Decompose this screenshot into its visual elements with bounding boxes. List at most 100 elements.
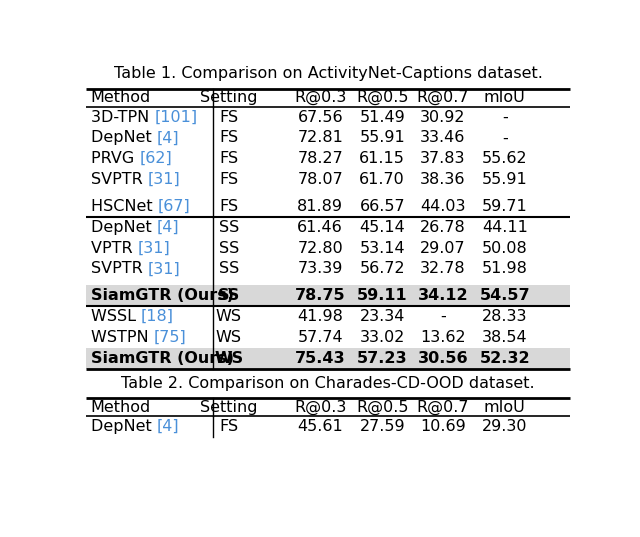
Text: 28.33: 28.33 bbox=[482, 309, 527, 324]
Text: FS: FS bbox=[220, 199, 238, 214]
Text: R@0.7: R@0.7 bbox=[417, 90, 469, 105]
Text: mIoU: mIoU bbox=[484, 400, 525, 415]
Text: 52.32: 52.32 bbox=[479, 351, 530, 366]
Text: 59.11: 59.11 bbox=[357, 288, 408, 303]
Text: 57.74: 57.74 bbox=[298, 330, 343, 345]
Text: 29.07: 29.07 bbox=[420, 241, 465, 256]
Text: 59.71: 59.71 bbox=[482, 199, 527, 214]
Text: 67.56: 67.56 bbox=[298, 110, 343, 125]
Text: 72.80: 72.80 bbox=[298, 241, 343, 256]
Text: [4]: [4] bbox=[157, 130, 179, 146]
Text: 13.62: 13.62 bbox=[420, 330, 465, 345]
Text: Method: Method bbox=[91, 400, 151, 415]
Text: 33.46: 33.46 bbox=[420, 130, 465, 146]
Text: FS: FS bbox=[220, 419, 238, 434]
Text: WS: WS bbox=[216, 330, 242, 345]
Text: 44.03: 44.03 bbox=[420, 199, 465, 214]
Text: WS: WS bbox=[214, 351, 243, 366]
Text: 78.07: 78.07 bbox=[298, 172, 343, 187]
Text: 45.61: 45.61 bbox=[298, 419, 343, 434]
Text: R@0.3: R@0.3 bbox=[294, 90, 346, 105]
Text: 78.27: 78.27 bbox=[298, 151, 343, 166]
Bar bbox=[86, 286, 570, 306]
Text: 57.23: 57.23 bbox=[357, 351, 408, 366]
Text: 44.11: 44.11 bbox=[482, 220, 527, 235]
Text: DepNet: DepNet bbox=[91, 419, 157, 434]
Text: SVPTR: SVPTR bbox=[91, 262, 148, 277]
Text: 3D-TPN: 3D-TPN bbox=[91, 110, 154, 125]
Text: R@0.3: R@0.3 bbox=[294, 400, 346, 415]
Text: R@0.7: R@0.7 bbox=[417, 400, 469, 415]
Text: HSCNet: HSCNet bbox=[91, 199, 157, 214]
Text: 73.39: 73.39 bbox=[298, 262, 343, 277]
Text: FS: FS bbox=[220, 151, 238, 166]
Text: Table 2. Comparison on Charades-CD-OOD dataset.: Table 2. Comparison on Charades-CD-OOD d… bbox=[121, 376, 535, 391]
Text: 61.70: 61.70 bbox=[360, 172, 405, 187]
Text: -: - bbox=[440, 309, 445, 324]
Text: [4]: [4] bbox=[157, 419, 179, 434]
Text: 50.08: 50.08 bbox=[482, 241, 527, 256]
Text: PRVG: PRVG bbox=[91, 151, 140, 166]
Text: 75.43: 75.43 bbox=[295, 351, 346, 366]
Text: WSTPN: WSTPN bbox=[91, 330, 154, 345]
Text: R@0.5: R@0.5 bbox=[356, 400, 408, 415]
Text: WSSL: WSSL bbox=[91, 309, 141, 324]
Text: 30.56: 30.56 bbox=[417, 351, 468, 366]
Text: [31]: [31] bbox=[138, 241, 170, 256]
Text: 37.83: 37.83 bbox=[420, 151, 465, 166]
Text: DepNet: DepNet bbox=[91, 130, 157, 146]
Text: [62]: [62] bbox=[140, 151, 172, 166]
Text: Setting: Setting bbox=[200, 90, 257, 105]
Text: FS: FS bbox=[220, 110, 238, 125]
Text: 51.49: 51.49 bbox=[360, 110, 405, 125]
Text: 27.59: 27.59 bbox=[360, 419, 405, 434]
Text: 29.30: 29.30 bbox=[482, 419, 527, 434]
Text: 78.75: 78.75 bbox=[295, 288, 346, 303]
Text: 38.36: 38.36 bbox=[420, 172, 465, 187]
Text: 53.14: 53.14 bbox=[360, 241, 405, 256]
Text: SS: SS bbox=[219, 220, 239, 235]
Text: [18]: [18] bbox=[141, 309, 174, 324]
Text: 30.92: 30.92 bbox=[420, 110, 465, 125]
Text: 56.72: 56.72 bbox=[360, 262, 405, 277]
Text: 38.54: 38.54 bbox=[482, 330, 527, 345]
Text: [31]: [31] bbox=[148, 262, 180, 277]
Text: 23.34: 23.34 bbox=[360, 309, 405, 324]
Text: 55.62: 55.62 bbox=[482, 151, 527, 166]
Text: [75]: [75] bbox=[154, 330, 186, 345]
Bar bbox=[86, 348, 570, 368]
Text: -: - bbox=[502, 110, 508, 125]
Text: Setting: Setting bbox=[200, 400, 257, 415]
Text: [101]: [101] bbox=[154, 110, 197, 125]
Text: 45.14: 45.14 bbox=[360, 220, 405, 235]
Text: [31]: [31] bbox=[148, 172, 180, 187]
Text: FS: FS bbox=[220, 172, 238, 187]
Text: 32.78: 32.78 bbox=[420, 262, 465, 277]
Text: 61.15: 61.15 bbox=[359, 151, 405, 166]
Text: 81.89: 81.89 bbox=[297, 199, 343, 214]
Text: WS: WS bbox=[216, 309, 242, 324]
Text: mIoU: mIoU bbox=[484, 90, 525, 105]
Text: Table 1. Comparison on ActivityNet-Captions dataset.: Table 1. Comparison on ActivityNet-Capti… bbox=[113, 66, 543, 81]
Text: 55.91: 55.91 bbox=[482, 172, 527, 187]
Text: 72.81: 72.81 bbox=[298, 130, 343, 146]
Text: 55.91: 55.91 bbox=[360, 130, 405, 146]
Text: 61.46: 61.46 bbox=[298, 220, 343, 235]
Text: 34.12: 34.12 bbox=[417, 288, 468, 303]
Text: 41.98: 41.98 bbox=[298, 309, 343, 324]
Text: DepNet: DepNet bbox=[91, 220, 157, 235]
Text: [67]: [67] bbox=[157, 199, 190, 214]
Text: SiamGTR (Ours): SiamGTR (Ours) bbox=[91, 351, 234, 366]
Text: 10.69: 10.69 bbox=[420, 419, 465, 434]
Text: 51.98: 51.98 bbox=[482, 262, 527, 277]
Text: -: - bbox=[502, 130, 508, 146]
Text: 33.02: 33.02 bbox=[360, 330, 405, 345]
Text: FS: FS bbox=[220, 130, 238, 146]
Text: SS: SS bbox=[218, 288, 240, 303]
Text: R@0.5: R@0.5 bbox=[356, 90, 408, 105]
Text: [4]: [4] bbox=[157, 220, 179, 235]
Text: SS: SS bbox=[219, 241, 239, 256]
Text: 66.57: 66.57 bbox=[360, 199, 405, 214]
Text: SVPTR: SVPTR bbox=[91, 172, 148, 187]
Text: SS: SS bbox=[219, 262, 239, 277]
